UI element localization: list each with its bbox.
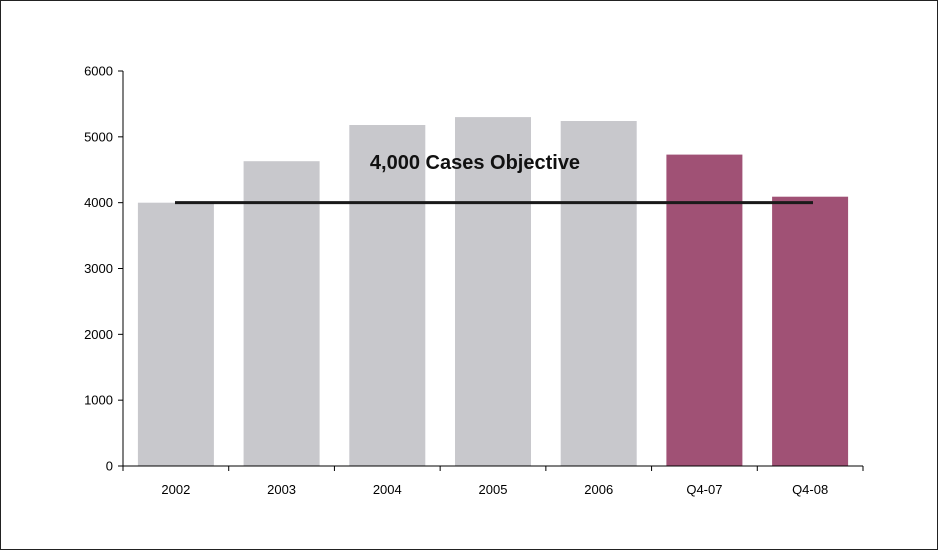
bar-2003 [243,161,320,466]
y-tick-label: 0 [106,459,113,474]
x-tick-label: 2005 [479,482,508,497]
bar-2002 [137,202,214,466]
y-tick-label: 3000 [84,261,113,276]
bar-q4-08 [772,196,849,466]
y-tick-label: 5000 [84,129,113,144]
y-tick-label: 2000 [84,327,113,342]
x-tick-label: 2004 [373,482,402,497]
x-tick-label: Q4-07 [686,482,722,497]
y-tick-label: 1000 [84,393,113,408]
bars-group [137,117,849,466]
x-tick-label: 2002 [161,482,190,497]
bar-2004 [349,125,426,466]
bar-2006 [560,121,637,466]
x-ticks-group: 2002 2003 2004 2005 2006 Q4-07 Q4-08 [122,466,864,497]
y-tick-label: 4000 [84,195,113,210]
bar-2005 [455,117,531,466]
y-tick-label: 6000 [84,64,113,79]
x-tick-label: 2006 [584,482,613,497]
x-tick-label: Q4-08 [792,482,828,497]
bar-q4-07 [666,154,743,466]
y-ticks-group: 0 1000 2000 3000 4000 5000 6000 [84,64,123,474]
x-tick-label: 2003 [267,482,296,497]
objective-label: 4,000 Cases Objective [370,152,580,174]
